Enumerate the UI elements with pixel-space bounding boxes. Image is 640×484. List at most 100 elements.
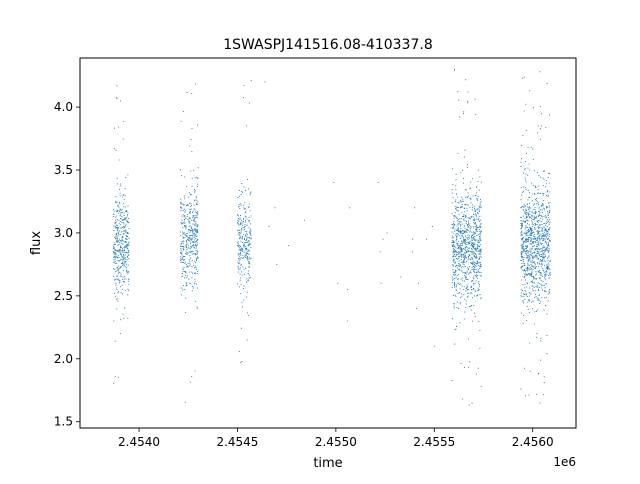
- data-point: [543, 237, 545, 240]
- data-point: [337, 282, 339, 284]
- data-point: [546, 266, 548, 268]
- data-point: [126, 220, 128, 222]
- data-point: [453, 253, 455, 256]
- data-point: [468, 292, 470, 294]
- data-point: [470, 293, 472, 295]
- data-point: [524, 167, 526, 170]
- data-point: [238, 260, 240, 262]
- data-point: [121, 256, 123, 258]
- data-point: [455, 328, 457, 330]
- data-point: [117, 219, 119, 221]
- data-point: [240, 257, 242, 259]
- data-point: [468, 241, 470, 243]
- data-point: [190, 139, 192, 141]
- data-point: [455, 209, 458, 211]
- data-point: [530, 230, 532, 232]
- data-point: [529, 287, 531, 289]
- data-point: [467, 269, 470, 271]
- data-point: [479, 215, 481, 217]
- data-point: [535, 274, 537, 276]
- data-point: [467, 192, 469, 194]
- data-point: [480, 385, 482, 388]
- data-point: [520, 230, 523, 232]
- data-point: [249, 210, 251, 212]
- data-point: [532, 148, 534, 150]
- data-point: [460, 253, 462, 255]
- data-point: [188, 265, 190, 267]
- data-point: [455, 233, 457, 235]
- data-point: [455, 251, 457, 253]
- data-point: [451, 380, 453, 382]
- data-point: [479, 223, 481, 225]
- data-point: [478, 258, 481, 260]
- data-point: [468, 254, 470, 256]
- data-point: [528, 274, 530, 276]
- data-point: [122, 226, 124, 228]
- data-point: [477, 219, 479, 221]
- data-point: [467, 250, 469, 253]
- data-point: [477, 246, 479, 248]
- data-point: [128, 278, 130, 280]
- data-point: [182, 243, 184, 245]
- data-point: [241, 248, 243, 250]
- data-point: [531, 280, 533, 282]
- data-point: [455, 239, 458, 241]
- data-point: [523, 203, 525, 205]
- data-point: [473, 252, 475, 254]
- data-point: [195, 267, 197, 269]
- data-point: [454, 282, 456, 285]
- data-point: [523, 172, 525, 174]
- data-point: [451, 213, 453, 215]
- data-point: [533, 241, 535, 243]
- data-point: [538, 213, 541, 215]
- data-point: [525, 173, 527, 175]
- data-point: [466, 196, 468, 198]
- data-point: [248, 262, 250, 264]
- data-point: [549, 240, 551, 242]
- data-point: [521, 231, 523, 233]
- data-point: [541, 236, 543, 238]
- data-point: [246, 224, 248, 227]
- data-point: [537, 261, 539, 264]
- data-point: [196, 199, 198, 201]
- data-point: [530, 293, 532, 295]
- data-point: [452, 245, 454, 248]
- data-point: [543, 258, 545, 260]
- data-point: [466, 207, 468, 209]
- data-point: [181, 251, 183, 253]
- data-point: [523, 249, 525, 251]
- data-point: [474, 262, 476, 264]
- data-point: [459, 244, 461, 246]
- data-point: [454, 205, 456, 207]
- data-point: [471, 242, 473, 244]
- data-point: [546, 191, 549, 193]
- data-point: [190, 257, 192, 259]
- data-point: [540, 359, 542, 361]
- data-point: [527, 167, 529, 169]
- data-point: [466, 197, 468, 199]
- data-point: [453, 217, 455, 219]
- data-point: [248, 227, 250, 229]
- data-point: [461, 215, 463, 217]
- data-point: [528, 163, 530, 165]
- data-point: [195, 195, 197, 197]
- data-point: [121, 247, 123, 249]
- data-point: [538, 236, 540, 238]
- data-point: [548, 216, 550, 219]
- data-point: [458, 240, 460, 243]
- data-point: [532, 265, 534, 267]
- data-point: [455, 201, 457, 203]
- data-point: [534, 256, 536, 258]
- data-point: [462, 253, 464, 255]
- data-point: [239, 238, 241, 240]
- data-point: [469, 254, 471, 256]
- data-point: [180, 203, 182, 205]
- data-point: [478, 228, 480, 231]
- data-point: [525, 319, 527, 321]
- data-point: [238, 249, 240, 251]
- data-point: [433, 345, 435, 347]
- data-point: [527, 308, 529, 310]
- data-point: [241, 360, 243, 363]
- data-point: [118, 230, 120, 232]
- data-point: [479, 294, 481, 296]
